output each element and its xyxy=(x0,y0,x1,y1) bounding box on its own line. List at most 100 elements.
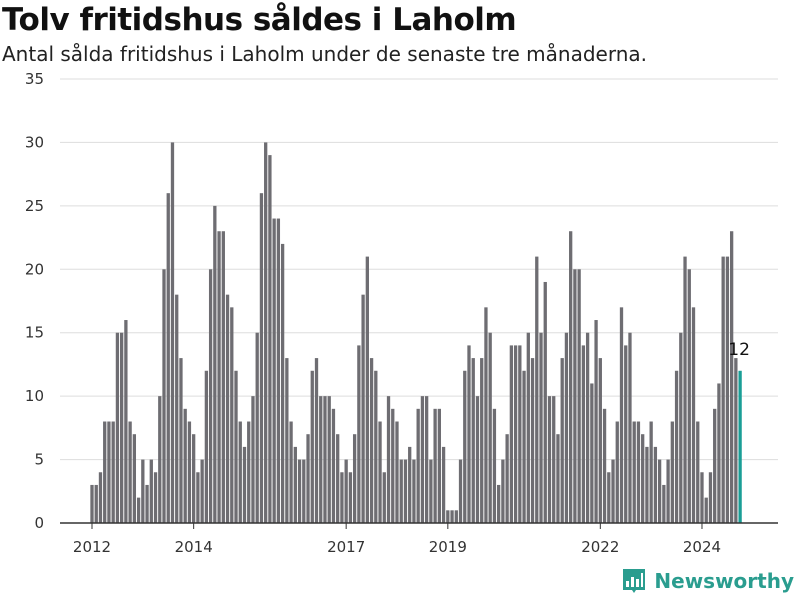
bar xyxy=(225,294,230,523)
bar xyxy=(467,345,471,523)
bar xyxy=(611,459,615,523)
bar xyxy=(446,510,450,523)
bar xyxy=(391,408,395,523)
bar xyxy=(513,345,518,523)
bar xyxy=(149,459,153,523)
bar xyxy=(145,484,149,523)
bar xyxy=(594,320,598,523)
bar xyxy=(238,421,242,523)
bar xyxy=(153,472,158,523)
chart-subtitle: Antal sålda fritidshus i Laholm under de… xyxy=(2,42,647,66)
bar xyxy=(162,269,166,523)
bar xyxy=(179,358,183,523)
bar xyxy=(242,446,247,523)
x-tick-label: 2019 xyxy=(429,538,467,556)
bar xyxy=(272,218,276,524)
bar xyxy=(547,396,552,523)
bar xyxy=(98,472,103,523)
bar xyxy=(509,345,514,523)
bar xyxy=(204,370,209,523)
bar xyxy=(374,370,378,523)
bar xyxy=(475,396,480,523)
bar xyxy=(192,434,196,523)
y-tick-label: 5 xyxy=(34,451,44,469)
bar xyxy=(696,421,700,523)
bar xyxy=(480,358,484,523)
bar xyxy=(590,383,594,523)
bar xyxy=(463,370,467,523)
bar xyxy=(268,155,272,524)
bar xyxy=(166,193,170,524)
axes xyxy=(60,522,778,529)
bar xyxy=(734,358,738,523)
bar xyxy=(412,459,416,523)
bar xyxy=(378,421,382,523)
bar xyxy=(293,446,297,523)
bar-highlight xyxy=(738,370,742,523)
y-tick-label: 25 xyxy=(25,197,44,215)
bar xyxy=(526,332,530,523)
chart-title: Tolv fritidshus såldes i Laholm xyxy=(2,2,517,38)
bar xyxy=(297,459,302,523)
bar xyxy=(369,358,374,523)
bar xyxy=(458,459,463,523)
bar xyxy=(382,472,386,523)
y-tick-label: 10 xyxy=(25,387,44,405)
x-tick-label: 2022 xyxy=(581,538,619,556)
bar xyxy=(306,434,310,523)
bar xyxy=(636,421,641,523)
bar xyxy=(522,370,526,523)
bar xyxy=(539,332,543,523)
latest-value-label: 12 xyxy=(728,340,750,360)
bar xyxy=(441,446,446,523)
x-tick-label: 2017 xyxy=(327,538,365,556)
bar xyxy=(187,421,192,523)
bar xyxy=(662,484,666,523)
bar xyxy=(314,358,319,523)
bar xyxy=(628,332,632,523)
bar xyxy=(208,269,213,523)
bar xyxy=(657,459,662,523)
bar xyxy=(399,459,403,523)
bar xyxy=(124,320,128,523)
bar xyxy=(107,421,111,523)
bar xyxy=(670,421,674,523)
bar xyxy=(331,408,336,523)
bar xyxy=(276,218,281,524)
bar xyxy=(395,421,399,523)
bar xyxy=(454,510,458,523)
labels: 0 5 10 15 20 25 30 35 2012 2014 2017 2019 2022 2024 12 xyxy=(25,70,750,556)
bar xyxy=(437,408,441,523)
bar xyxy=(386,396,391,523)
bar xyxy=(302,459,306,523)
bar xyxy=(653,446,658,523)
bar xyxy=(217,231,221,524)
bar xyxy=(259,193,264,524)
y-tick-label: 15 xyxy=(25,324,44,342)
x-tick-label: 2014 xyxy=(175,538,213,556)
bar xyxy=(569,231,573,524)
bar xyxy=(708,472,713,523)
bar xyxy=(602,408,607,523)
bar xyxy=(175,294,179,523)
bar xyxy=(310,370,314,523)
bar xyxy=(336,434,340,523)
bar xyxy=(721,256,725,523)
bar xyxy=(607,472,611,523)
bar xyxy=(674,370,679,523)
x-tick-label: 2024 xyxy=(683,538,721,556)
bar xyxy=(348,472,353,523)
bar xyxy=(556,434,560,523)
bar xyxy=(717,383,721,523)
bar xyxy=(700,472,704,523)
bar xyxy=(319,396,323,523)
bar xyxy=(725,256,730,523)
bar xyxy=(120,332,124,523)
bar xyxy=(492,408,497,523)
bar xyxy=(488,332,492,523)
bar xyxy=(344,459,348,523)
bar xyxy=(585,332,590,523)
bar xyxy=(433,408,437,523)
bar xyxy=(403,459,408,523)
bar xyxy=(624,345,628,523)
